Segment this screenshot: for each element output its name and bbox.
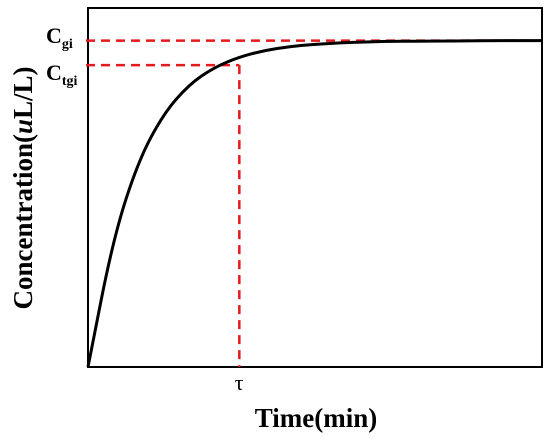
reference-lines [86,39,542,367]
plot-frame [87,7,543,368]
cgi-label: Cgi [46,23,73,52]
x-axis-label: Time(min) [255,403,378,433]
tau-label: τ [235,370,244,395]
series-curve [86,39,542,368]
ctgi-label: Ctgi [46,60,78,89]
y-axis-label: Concentration(uL/L) [8,66,38,309]
